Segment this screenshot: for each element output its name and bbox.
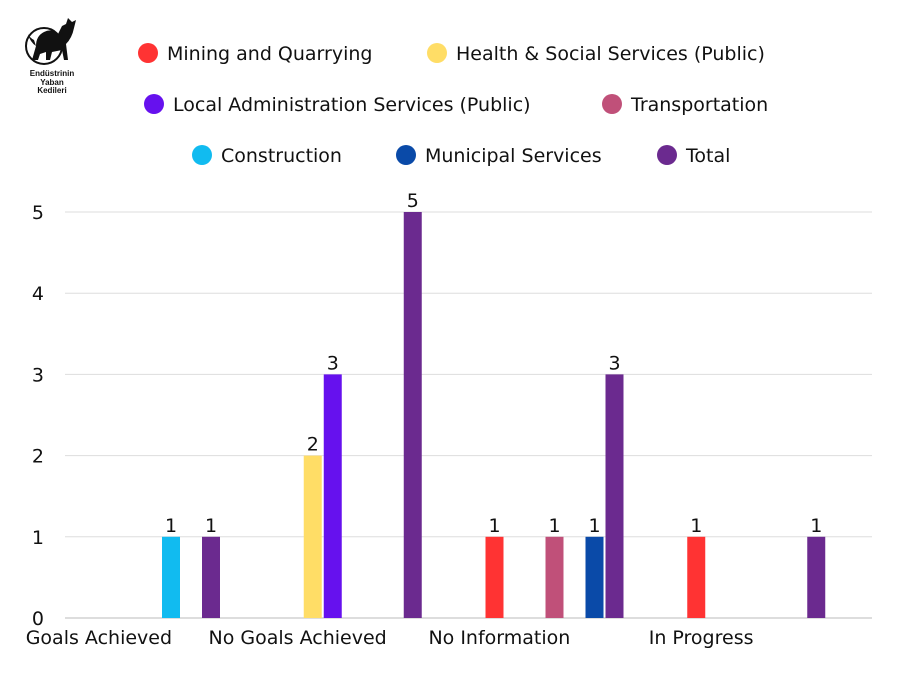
bar bbox=[323, 374, 342, 618]
legend-item: Health & Social Services (Public) bbox=[427, 43, 765, 65]
legend-swatch bbox=[427, 43, 447, 63]
data-labels: 1 1 2 3 5 1 1 1 3 1 1 bbox=[165, 190, 822, 537]
logo-line-3: Kedileri bbox=[37, 86, 67, 95]
data-label: 3 bbox=[327, 352, 339, 374]
legend-item: Local Administration Services (Public) bbox=[144, 94, 531, 116]
legend-label: Total bbox=[685, 145, 730, 167]
legend-swatch bbox=[657, 145, 677, 165]
data-label: 2 bbox=[307, 434, 319, 456]
legend-label: Municipal Services bbox=[425, 145, 602, 167]
legend-item: Construction bbox=[192, 145, 342, 167]
legend-swatch bbox=[138, 43, 158, 63]
y-tick-label: 5 bbox=[32, 202, 44, 224]
legend-label: Mining and Quarrying bbox=[167, 43, 372, 65]
data-label: 1 bbox=[165, 515, 177, 537]
y-tick-label: 3 bbox=[32, 364, 44, 386]
legend-swatch bbox=[602, 94, 622, 114]
legend-item: Mining and Quarrying bbox=[138, 43, 372, 65]
y-tick-label: 2 bbox=[32, 446, 44, 468]
legend-label: Local Administration Services (Public) bbox=[173, 94, 531, 116]
x-tick-label: No Goals Achieved bbox=[209, 627, 387, 649]
bar bbox=[585, 536, 604, 618]
legend-item: Transportation bbox=[602, 94, 768, 116]
x-tick-label: In Progress bbox=[649, 627, 754, 649]
black-cat-icon bbox=[25, 18, 76, 65]
x-axis-ticks: Goals Achieved No Goals Achieved No Inform… bbox=[26, 627, 754, 649]
y-axis-ticks: 0 1 2 3 4 5 bbox=[32, 202, 44, 630]
bar bbox=[303, 455, 322, 618]
data-label: 1 bbox=[548, 515, 560, 537]
data-label: 1 bbox=[810, 515, 822, 537]
data-label: 1 bbox=[690, 515, 702, 537]
bar bbox=[687, 536, 706, 618]
y-tick-label: 0 bbox=[32, 608, 44, 630]
data-label: 1 bbox=[488, 515, 500, 537]
legend-item: Total bbox=[657, 145, 730, 167]
y-tick-label: 1 bbox=[32, 527, 44, 549]
bar bbox=[162, 536, 180, 618]
legend-item: Municipal Services bbox=[396, 145, 602, 167]
bar bbox=[485, 536, 504, 618]
data-label: 1 bbox=[205, 515, 217, 537]
legend-swatch bbox=[192, 145, 212, 165]
logo: Endüstrinin Yaban Kedileri bbox=[22, 16, 82, 96]
grid bbox=[65, 211, 872, 619]
data-label: 5 bbox=[407, 190, 419, 212]
bar bbox=[545, 536, 564, 618]
bars bbox=[162, 212, 826, 618]
legend-swatch bbox=[144, 94, 164, 114]
legend: Mining and Quarrying Health & Social Serv… bbox=[138, 43, 768, 167]
bar bbox=[807, 536, 826, 618]
bar bbox=[605, 374, 624, 618]
legend-label: Health & Social Services (Public) bbox=[456, 43, 765, 65]
data-label: 1 bbox=[588, 515, 600, 537]
x-tick-label: Goals Achieved bbox=[26, 627, 172, 649]
legend-label: Transportation bbox=[630, 94, 768, 116]
bar bbox=[403, 212, 422, 618]
x-tick-label: No Information bbox=[428, 627, 570, 649]
logo-line-1: Endüstrinin bbox=[29, 69, 75, 78]
data-label: 3 bbox=[608, 352, 620, 374]
logo-line-2: Yaban bbox=[40, 77, 64, 87]
y-tick-label: 4 bbox=[32, 283, 44, 305]
bar bbox=[202, 536, 220, 618]
legend-swatch bbox=[396, 145, 416, 165]
legend-label: Construction bbox=[221, 145, 342, 167]
